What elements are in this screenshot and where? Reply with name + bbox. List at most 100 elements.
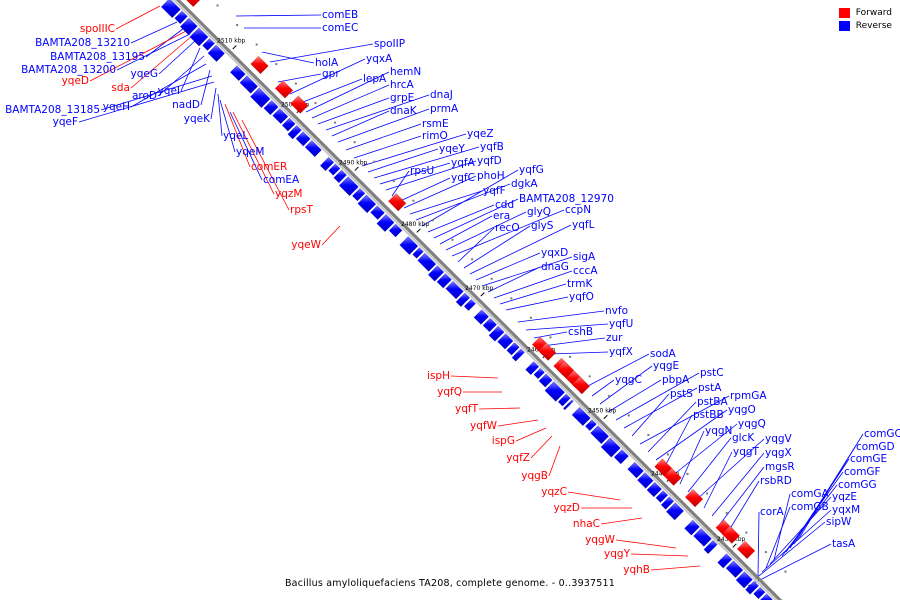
gene-label-yqgt[interactable]: yqgT bbox=[733, 446, 760, 458]
gene-label-arod[interactable]: aroD bbox=[132, 90, 157, 102]
gene-label-yqfc[interactable]: yqfC bbox=[451, 172, 475, 184]
gene-label-comea[interactable]: comEA bbox=[263, 174, 300, 186]
gene-label-hola[interactable]: holA bbox=[315, 57, 339, 69]
gene-label-comgf[interactable]: comGF bbox=[844, 466, 881, 478]
gene-label-yqeh[interactable]: yqeH bbox=[103, 101, 130, 113]
gene-label-yqem[interactable]: yqeM bbox=[236, 146, 264, 158]
gene-label-bamta208_12970[interactable]: BAMTA208_12970 bbox=[519, 193, 614, 205]
gene-label-bamta208_13195[interactable]: BAMTA208_13195 bbox=[50, 51, 145, 63]
gene-label-yqey[interactable]: yqeY bbox=[439, 143, 465, 155]
gene-label-yqfo[interactable]: yqfO bbox=[569, 291, 594, 303]
gene-label-comeb[interactable]: comEB bbox=[322, 9, 358, 21]
gene-label-yqhb[interactable]: yqhB bbox=[623, 564, 650, 576]
gene-label-yqgy[interactable]: yqgY bbox=[604, 548, 631, 560]
gene-label-isph[interactable]: ispH bbox=[427, 370, 450, 382]
gene-label-yqze[interactable]: yqzE bbox=[832, 491, 857, 503]
gene-label-reco[interactable]: recO bbox=[495, 222, 520, 234]
gene-label-gpr[interactable]: gpr bbox=[322, 68, 340, 80]
gene-label-spoiip[interactable]: spoIIP bbox=[374, 38, 405, 50]
gene-label-yqgq[interactable]: yqgQ bbox=[738, 418, 766, 430]
gene-label-yqek[interactable]: yqeK bbox=[184, 113, 211, 125]
gene-label-bamta208_13200[interactable]: BAMTA208_13200 bbox=[21, 64, 116, 76]
gene-label-yqef[interactable]: yqeF bbox=[53, 116, 78, 128]
gene-label-yqgn[interactable]: yqgN bbox=[705, 425, 732, 437]
gene-label-cdd[interactable]: cdd bbox=[495, 199, 514, 211]
gene-label-yqfg[interactable]: yqfG bbox=[519, 164, 544, 176]
gene-label-yqfl[interactable]: yqfL bbox=[572, 219, 595, 231]
gene-label-era[interactable]: era bbox=[493, 210, 510, 222]
gene-label-yqfx[interactable]: yqfX bbox=[609, 346, 633, 358]
gene-label-lepa[interactable]: lepA bbox=[363, 73, 387, 85]
gene-label-pbpa[interactable]: pbpA bbox=[662, 374, 690, 386]
gene-label-grpe[interactable]: grpE bbox=[390, 92, 414, 104]
gene-label-dgka[interactable]: dgkA bbox=[511, 178, 538, 190]
gene-label-hemn[interactable]: hemN bbox=[390, 66, 421, 78]
gene-label-pstbb[interactable]: pstBB bbox=[693, 409, 724, 421]
gene-label-bamta208_13185[interactable]: BAMTA208_13185 bbox=[5, 104, 100, 116]
gene-label-prma[interactable]: prmA bbox=[430, 103, 459, 115]
gene-label-comga[interactable]: comGA bbox=[791, 488, 830, 500]
gene-label-yqez[interactable]: yqeZ bbox=[467, 128, 494, 140]
gene-label-sda[interactable]: sda bbox=[111, 82, 130, 94]
gene-label-siga[interactable]: sigA bbox=[573, 251, 596, 263]
gene-label-yqew[interactable]: yqeW bbox=[291, 239, 321, 251]
gene-label-yqgw[interactable]: yqgW bbox=[585, 534, 616, 546]
gene-label-yqgx[interactable]: yqgX bbox=[765, 447, 792, 459]
gene-label-nadd[interactable]: nadD bbox=[172, 99, 200, 111]
gene-label-bamta208_13210[interactable]: BAMTA208_13210 bbox=[35, 37, 130, 49]
gene-label-yqff[interactable]: yqfF bbox=[483, 185, 506, 197]
gene-label-yqfu[interactable]: yqfU bbox=[609, 318, 633, 330]
gene-label-nhac[interactable]: nhaC bbox=[573, 518, 600, 530]
gene-label-glys[interactable]: glyS bbox=[531, 220, 554, 232]
gene-label-yqzd[interactable]: yqzD bbox=[554, 502, 580, 514]
gene-label-ispg[interactable]: ispG bbox=[492, 435, 515, 447]
gene-label-rimo[interactable]: rimO bbox=[422, 130, 448, 142]
gene-label-yqzc[interactable]: yqzC bbox=[541, 486, 567, 498]
gene-label-soda[interactable]: sodA bbox=[650, 348, 677, 360]
gene-label-yqel[interactable]: yqeL bbox=[223, 130, 248, 142]
gene-label-tasa[interactable]: tasA bbox=[832, 538, 856, 550]
gene-label-yqfq[interactable]: yqfQ bbox=[437, 386, 462, 398]
gene-label-psts[interactable]: pstS bbox=[670, 388, 693, 400]
gene-label-pstc[interactable]: pstC bbox=[700, 367, 724, 379]
gene-label-mgsr[interactable]: mgsR bbox=[765, 461, 795, 473]
gene-label-rpmga[interactable]: rpmGA bbox=[730, 390, 767, 402]
gene-label-comgb[interactable]: comGB bbox=[791, 501, 829, 513]
gene-label-spoiiic[interactable]: spoIIIC bbox=[80, 23, 115, 35]
gene-label-yqge[interactable]: yqgE bbox=[653, 360, 679, 372]
gene-label-sipw[interactable]: sipW bbox=[826, 516, 852, 528]
gene-label-rpst[interactable]: rpsT bbox=[290, 204, 313, 216]
gene-label-cshb[interactable]: cshB bbox=[568, 326, 593, 338]
gene-label-glyq[interactable]: glyQ bbox=[527, 206, 551, 218]
gene-label-yqxm[interactable]: yqxM bbox=[832, 504, 860, 516]
gene-label-pstba[interactable]: pstBA bbox=[697, 396, 728, 408]
gene-label-psta[interactable]: pstA bbox=[698, 382, 722, 394]
gene-label-dnak[interactable]: dnaK bbox=[390, 105, 418, 117]
gene-label-yqgo[interactable]: yqgO bbox=[728, 404, 756, 416]
gene-label-dnag[interactable]: dnaG bbox=[541, 261, 569, 273]
gene-label-comgc[interactable]: comGC bbox=[864, 428, 900, 440]
gene-label-comec[interactable]: comEC bbox=[322, 22, 358, 34]
gene-label-trmk[interactable]: trmK bbox=[567, 278, 593, 290]
gene-label-rsme[interactable]: rsmE bbox=[422, 118, 449, 130]
gene-label-yqed[interactable]: yqeD bbox=[62, 75, 89, 87]
gene-label-comge[interactable]: comGE bbox=[850, 453, 887, 465]
gene-label-yqfd[interactable]: yqfD bbox=[477, 155, 502, 167]
gene-label-yqgc[interactable]: yqgC bbox=[615, 374, 642, 386]
gene-label-cora[interactable]: corA bbox=[760, 506, 785, 518]
gene-label-yqfz[interactable]: yqfZ bbox=[506, 452, 530, 464]
gene-label-rsbrd[interactable]: rsbRD bbox=[760, 475, 792, 487]
gene-label-phoh[interactable]: phoH bbox=[477, 170, 505, 182]
gene-label-yqft[interactable]: yqfT bbox=[455, 403, 479, 415]
gene-label-yqei[interactable]: yqeI bbox=[158, 85, 180, 97]
gene-label-zur[interactable]: zur bbox=[606, 332, 623, 344]
gene-label-yqgb[interactable]: yqgB bbox=[521, 470, 548, 482]
gene-label-yqzm[interactable]: yqzM bbox=[275, 188, 302, 200]
gene-label-yqxa[interactable]: yqxA bbox=[366, 53, 393, 65]
gene-label-dnaj[interactable]: dnaJ bbox=[430, 89, 453, 101]
gene-label-yqxd[interactable]: yqxD bbox=[541, 247, 568, 259]
gene-label-yqgv[interactable]: yqgV bbox=[765, 433, 793, 445]
gene-label-ccpn[interactable]: ccpN bbox=[565, 204, 591, 216]
gene-label-yqfw[interactable]: yqfW bbox=[470, 420, 498, 432]
gene-label-comgd[interactable]: comGD bbox=[856, 441, 895, 453]
